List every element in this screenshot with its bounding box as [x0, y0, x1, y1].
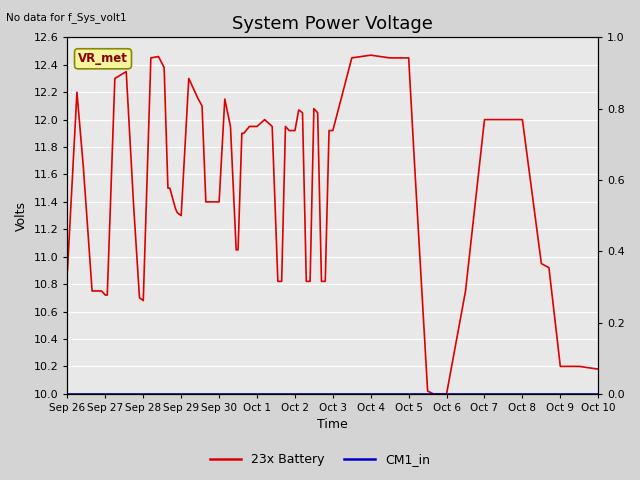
23x Battery	[227, 123, 234, 129]
Line: 23x Battery: 23x Battery	[67, 55, 598, 394]
23x Battery	[202, 199, 210, 205]
23x Battery	[206, 199, 214, 205]
Legend: 23x Battery, CM1_in: 23x Battery, CM1_in	[205, 448, 435, 471]
Title: System Power Voltage: System Power Voltage	[232, 15, 433, 33]
X-axis label: Time: Time	[317, 419, 348, 432]
Text: No data for f_Sys_volt1: No data for f_Sys_volt1	[6, 12, 127, 23]
23x Battery	[160, 65, 168, 71]
23x Battery	[429, 391, 437, 396]
23x Battery	[367, 52, 374, 58]
Y-axis label: Volts: Volts	[15, 201, 28, 230]
23x Battery	[278, 278, 285, 284]
23x Battery	[234, 247, 242, 253]
23x Battery	[63, 267, 71, 273]
23x Battery	[595, 366, 602, 372]
Text: VR_met: VR_met	[78, 52, 128, 65]
